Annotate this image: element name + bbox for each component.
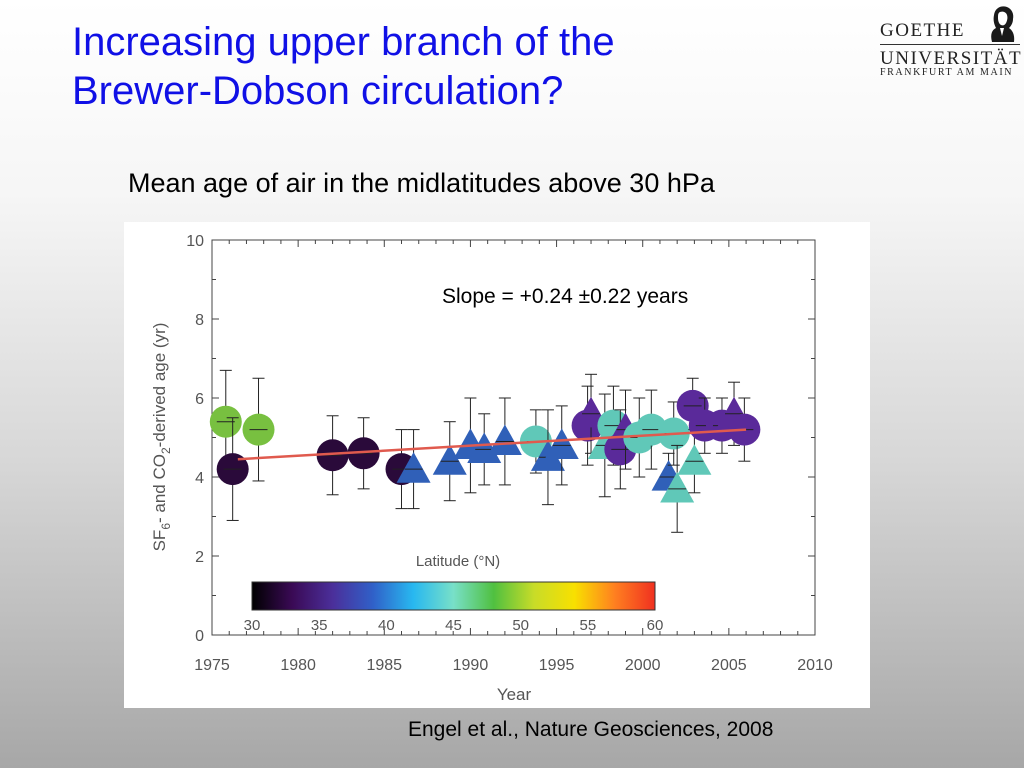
- goethe-portrait-icon: [991, 6, 1015, 42]
- x-tick-label: 1985: [366, 657, 402, 674]
- y-axis-title-part3: -derived age (yr): [150, 323, 169, 448]
- data-point-triangle: [396, 452, 431, 483]
- logo-line1: GOETHE: [880, 20, 965, 41]
- colorbar-tick-label: 30: [244, 617, 261, 634]
- y-tick-label: 8: [195, 312, 204, 329]
- slope-annotation: Slope = +0.24 ±0.22 years: [442, 285, 688, 308]
- x-tick-label: 1995: [539, 657, 575, 674]
- chart-panel: 0 2 4 6 8 10 1975 1980 1985 1990 1995 2000 2005 2010…: [124, 222, 870, 708]
- y-axis-title-sub2: 2: [159, 447, 173, 454]
- logo-line2: UNIVERSITÄT: [880, 48, 1023, 69]
- y-axis-title: SF6- and CO2-derived age (yr): [150, 323, 173, 552]
- colorbar-tick-labels: 30 35 40 45 50 55 60: [244, 617, 664, 634]
- x-tick-label: 2000: [625, 657, 661, 674]
- x-tick-label: 1975: [194, 657, 230, 674]
- colorbar-tick-label: 50: [512, 617, 529, 634]
- data-points: [209, 369, 761, 533]
- y-tick-label: 0: [195, 628, 204, 645]
- y-axis-title-sub1: 6: [159, 523, 173, 530]
- x-tick-label: 2005: [711, 657, 747, 674]
- data-point-triangle: [487, 424, 522, 456]
- y-tick-label: 4: [195, 470, 204, 487]
- x-tick-label: 2010: [797, 657, 833, 674]
- colorbar: [251, 581, 656, 611]
- slide-title-line2: Brewer-Dobson circulation?: [72, 69, 564, 113]
- data-point-triangle: [677, 444, 712, 475]
- chart-caption: Mean age of air in the midlatitudes abov…: [128, 168, 715, 198]
- y-tick-label: 6: [195, 391, 204, 408]
- colorbar-tick-label: 35: [311, 617, 328, 634]
- university-logo: GOETHE UNIVERSITÄT FRANKFURT AM MAIN: [876, 0, 1024, 84]
- x-axis-title: Year: [497, 685, 532, 704]
- data-point-triangle: [660, 471, 695, 503]
- y-tick-labels: 0 2 4 6 8 10: [186, 233, 204, 645]
- colorbar-tick-label: 55: [579, 617, 596, 634]
- colorbar-tick-label: 60: [647, 617, 664, 634]
- citation: Engel et al., Nature Geosciences, 2008: [408, 718, 774, 741]
- logo-line3: FRANKFURT AM MAIN: [880, 67, 1014, 78]
- y-axis-title-part1: SF: [150, 530, 169, 552]
- slide-title-line1: Increasing upper branch of the: [72, 20, 615, 64]
- slide-title: Increasing upper branch of the Brewer-Do…: [72, 18, 615, 116]
- trend-line: [237, 428, 747, 461]
- colorbar-tick-label: 45: [445, 617, 462, 634]
- data-point-triangle: [467, 432, 502, 463]
- data-point-triangle: [544, 428, 579, 459]
- x-tick-label: 1980: [280, 657, 316, 674]
- x-tick-labels: 1975 1980 1985 1990 1995 2000 2005 2010: [194, 657, 833, 674]
- y-tick-label: 2: [195, 549, 204, 566]
- colorbar-title: Latitude (°N): [416, 553, 500, 570]
- logo-rule: [880, 44, 1020, 45]
- colorbar-tick-label: 40: [378, 617, 395, 634]
- y-tick-label: 10: [186, 233, 204, 250]
- x-tick-label: 1990: [453, 657, 489, 674]
- age-of-air-chart: 0 2 4 6 8 10 1975 1980 1985 1990 1995 2000 2005 2010…: [150, 233, 833, 704]
- y-axis-title-part2: - and CO: [150, 454, 169, 523]
- axis-ticks: [211, 239, 816, 636]
- data-point-triangle: [432, 444, 467, 475]
